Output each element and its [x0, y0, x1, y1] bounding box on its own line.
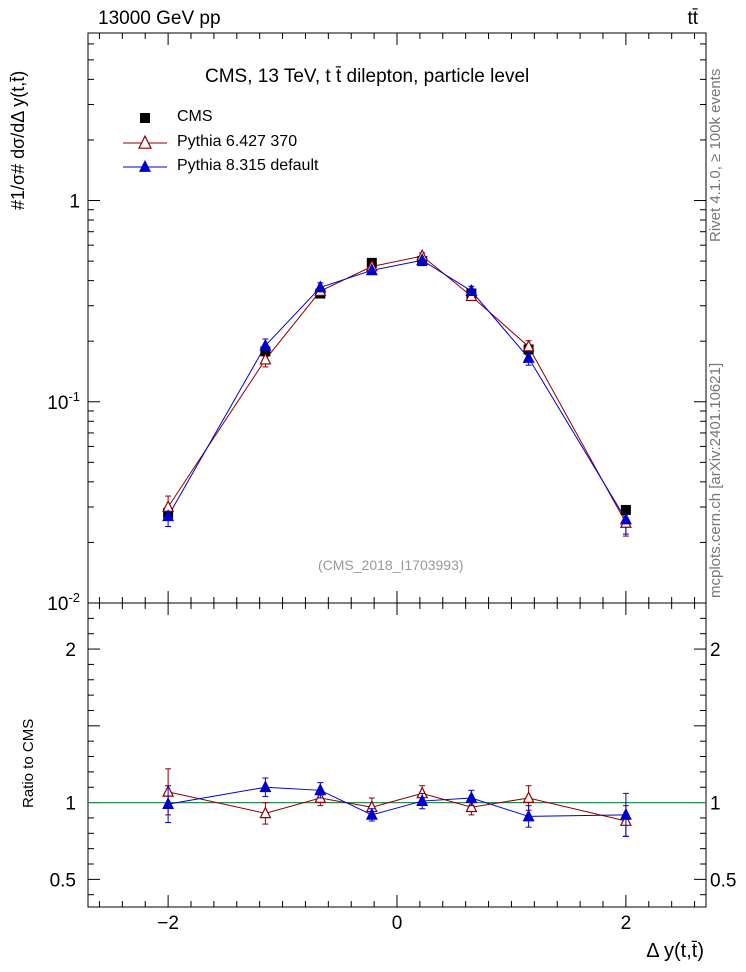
watermark: (CMS_2018_I1703993) [318, 557, 464, 573]
legend-label-cms: CMS [177, 108, 213, 125]
series-line-2 [167, 259, 627, 520]
cms-data-point [620, 504, 631, 515]
ratio-point-2 [416, 793, 429, 806]
x-tick-label: 2 [621, 913, 632, 934]
ratio-point-2 [465, 790, 478, 803]
ratio-tick-label-left: 2 [65, 640, 76, 661]
ratio-point-2 [314, 783, 327, 796]
ratio-line-1 [168, 791, 627, 822]
ratio-line-2 [168, 786, 626, 817]
ratio-point-1 [522, 790, 535, 803]
ratio-tick-label-left: 1 [65, 794, 76, 815]
y-tick-label: 10-1 [47, 389, 80, 414]
ratio-point-1 [259, 806, 272, 819]
ratio-tick-label-right: 0.5 [710, 870, 736, 891]
series-point-1 [259, 352, 272, 365]
main-frame [87, 32, 707, 604]
legend-label-pythia6: Pythia 6.427 370 [177, 133, 298, 150]
legend-marker-pythia8 [139, 159, 151, 172]
ratio-frame [87, 602, 707, 908]
legend-marker-cms [140, 113, 150, 123]
ratio-point-2 [619, 807, 632, 820]
ratio-point-1 [465, 800, 478, 813]
process-label: tt̄ [687, 8, 698, 29]
energy-label: 13000 GeV pp [98, 8, 221, 29]
ratio-point-2 [162, 797, 175, 810]
series-point-2 [619, 512, 632, 525]
series-point-2 [465, 283, 478, 296]
y-tick-label: 10-2 [47, 590, 80, 615]
legend-label-pythia8: Pythia 8.315 default [177, 157, 319, 174]
series-point-2 [314, 280, 327, 293]
y-tick-label: 1 [69, 192, 80, 213]
chart-title: CMS, 13 TeV, t t̄ dilepton, particle lev… [205, 66, 530, 87]
series-point-2 [259, 338, 272, 351]
series-point-2 [416, 253, 429, 266]
ratio-tick-label-left: 0.5 [50, 870, 76, 891]
ratio-point-2 [365, 807, 378, 820]
series-point-2 [162, 509, 175, 522]
ratio-point-2 [522, 809, 535, 822]
ratio-tick-label-right: 2 [710, 640, 721, 661]
x-tick-label: −2 [157, 913, 179, 934]
legend-marker-pythia6 [138, 134, 152, 149]
ratio-tick-label-right: 1 [710, 794, 721, 815]
series-line-1 [167, 255, 627, 524]
x-tick-label: 0 [392, 913, 403, 934]
x-axis-label: Δ y(t,t̄) [646, 940, 704, 962]
series-point-2 [365, 263, 378, 276]
series-point-2 [522, 350, 535, 363]
cms-data-point [260, 346, 271, 357]
ratio-point-2 [259, 780, 272, 793]
